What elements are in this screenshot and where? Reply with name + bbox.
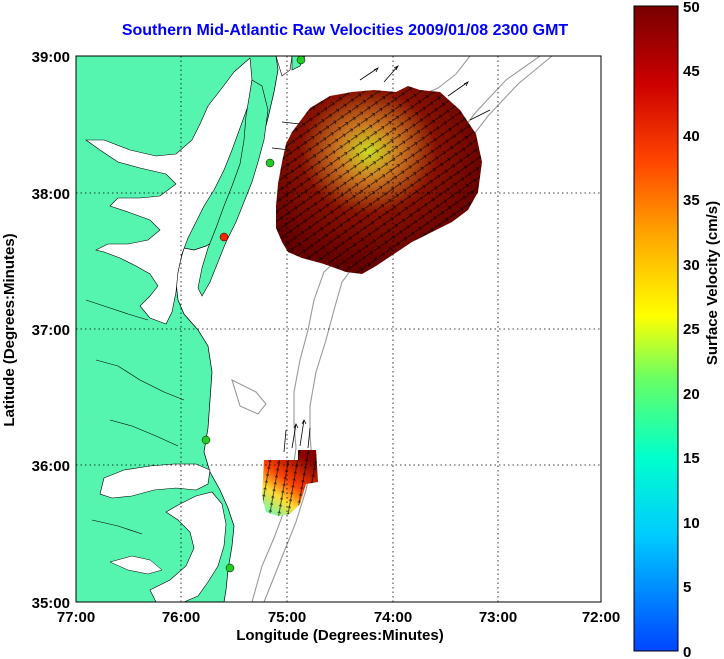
x-axis-ticks: 77:00 76:00 75:00 74:00 73:00 72:00: [57, 609, 620, 626]
chesapeake-bay: [85, 57, 253, 325]
rivers: [85, 299, 185, 535]
plot-frame: [75, 55, 602, 603]
colorbar-tick-label: 20: [683, 386, 700, 403]
station-marker: [219, 232, 229, 242]
colorbar: [633, 5, 679, 652]
neuse-river: [109, 555, 163, 575]
colorbar-tick-label: 5: [683, 579, 691, 596]
station-marker: [296, 56, 306, 65]
y-tick-label: 35:00: [32, 595, 70, 612]
colorbar-tick-label: 35: [683, 192, 700, 209]
colorbar-ticks: 50 45 40 35 30 25 20 15 10 5 0: [683, 0, 700, 659]
station-marker: [265, 158, 275, 168]
colorbar-tick-label: 10: [683, 515, 700, 532]
x-tick-label: 74:00: [374, 609, 412, 626]
pamlico-sound: [149, 491, 227, 602]
delaware-bay: [275, 56, 293, 77]
albemarle-sound: [99, 463, 211, 499]
southern-velocity-patch: [262, 419, 318, 516]
colorbar-tick-label: 50: [683, 0, 700, 16]
x-axis-label: Longitude (Degrees:Minutes): [236, 627, 444, 644]
colorbar-tick-label: 15: [683, 450, 700, 467]
northern-velocity-patch: [271, 65, 491, 274]
y-tick-label: 37:00: [32, 322, 70, 339]
colorbar-tick-label: 40: [683, 128, 700, 145]
delmarva-peninsula: [197, 79, 269, 297]
y-tick-label: 36:00: [32, 458, 70, 475]
colorbar-tick-label: 25: [683, 321, 700, 338]
y-axis-ticks: 39:00 38:00 37:00 36:00 35:00: [32, 49, 70, 612]
y-tick-label: 39:00: [32, 49, 70, 66]
x-tick-label: 72:00: [582, 609, 620, 626]
station-marker: [201, 435, 211, 445]
colorbar-tick-label: 30: [683, 257, 700, 274]
map-title: Southern Mid-Atlantic Raw Velocities 200…: [121, 22, 569, 39]
x-tick-label: 73:00: [479, 609, 517, 626]
x-tick-label: 77:00: [57, 609, 95, 626]
grid-lines: [76, 56, 601, 602]
station-marker: [225, 563, 235, 573]
y-tick-label: 38:00: [32, 186, 70, 203]
colorbar-tick-label: 45: [683, 63, 700, 80]
y-axis-label: Latitude (Degrees:Minutes): [1, 233, 18, 426]
colorbar-tick-label: 0: [683, 644, 691, 659]
x-tick-label: 75:00: [268, 609, 306, 626]
colorbar-label: Surface Velocity (cm/s): [704, 201, 721, 365]
x-tick-label: 76:00: [162, 609, 200, 626]
